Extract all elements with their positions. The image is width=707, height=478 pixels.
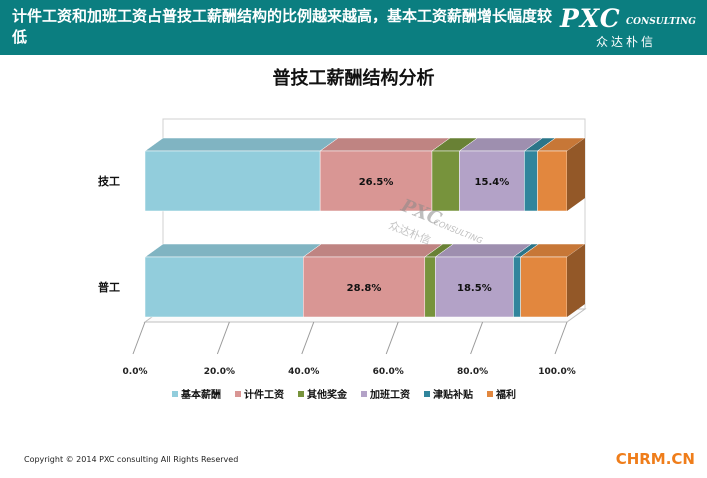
legend-swatch [361,391,367,397]
bar-segment-top [144,243,323,258]
category-label: 技工 [98,174,120,188]
legend-swatch [298,391,304,397]
legend-swatch [235,391,241,397]
legend-label: 其他奖金 [307,388,348,401]
bar-segment [520,256,568,318]
legend-label: 计件工资 [244,388,284,401]
x-axis-tick [554,321,568,355]
x-axis-tick [132,321,146,355]
copyright-text: Copyright © 2014 PXC consulting All Righ… [24,455,239,464]
slide-title: 计件工资和加班工资占普技工薪酬结构的比例越来越高，基本工资薪酬增长幅度较低 [12,7,553,46]
logo-sub-text: CONSULTING [626,17,696,27]
bar-segment [524,150,538,212]
chart-title: 普技工薪酬结构分析 [272,68,435,89]
x-tick-label: 60.0% [373,367,404,377]
logo-cn-text: 众达朴信 [596,35,657,49]
data-label: 15.4% [475,177,510,188]
legend-label: 津贴补贴 [433,388,473,401]
data-label: 28.8% [347,283,382,294]
bar-segment [144,256,304,318]
bar-segment [537,150,568,212]
bar-segment [431,150,460,212]
x-tick-label: 20.0% [204,367,235,377]
data-label: 18.5% [457,283,492,294]
logo-main-text: PXC [560,4,621,33]
legend-swatch [424,391,430,397]
legend-label: 基本薪酬 [180,388,221,401]
source-label: CHRM.CN [615,450,695,468]
bar-segment [459,150,525,212]
bar-segment [513,256,521,318]
category-label: 普工 [98,280,120,294]
legend-label: 加班工资 [369,388,410,401]
bar-segment-top [144,137,339,152]
title-banner: 计件工资和加班工资占普技工薪酬结构的比例越来越高，基本工资薪酬增长幅度较低 PX… [0,0,707,55]
bar-end-face [567,138,585,211]
data-label: 26.5% [359,177,394,188]
x-axis-tick [301,321,315,355]
x-tick-label: 0.0% [123,367,148,377]
legend-swatch [487,391,493,397]
bar-segment [144,150,321,212]
x-tick-label: 100.0% [538,367,576,377]
bar-segment [435,256,514,318]
bar-segment [424,256,436,318]
bar-segment [319,150,433,212]
x-axis-tick [385,321,399,355]
watermark-sub: CONSULTING [432,218,484,246]
bar-segment [303,256,426,318]
x-axis-tick [470,321,484,355]
x-tick-label: 40.0% [288,367,319,377]
bar-segment-top [319,137,451,152]
bar-end-face [567,244,585,317]
legend-swatch [172,391,178,397]
x-axis-tick [216,321,230,355]
x-tick-label: 80.0% [457,367,488,377]
pxc-logo: PXC CONSULTING 众达朴信 [560,4,700,52]
bar-segment-top [302,243,444,258]
legend-label: 福利 [495,388,516,401]
